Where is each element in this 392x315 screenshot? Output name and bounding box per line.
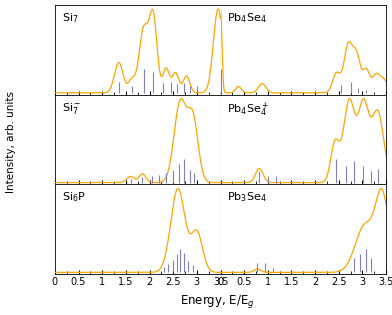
Text: Si$_7$: Si$_7$ xyxy=(62,11,78,25)
Text: Pb$_4$Se$_4^+$: Pb$_4$Se$_4^+$ xyxy=(227,101,269,119)
Text: Intensity, arb. units: Intensity, arb. units xyxy=(6,91,16,193)
Text: Si$_6$P: Si$_6$P xyxy=(62,191,85,204)
Text: Pb$_3$Se$_4$: Pb$_3$Se$_4$ xyxy=(227,191,267,204)
Text: Energy, E/E$_g$: Energy, E/E$_g$ xyxy=(180,293,255,310)
Text: Si$_7^-$: Si$_7^-$ xyxy=(62,101,81,116)
Text: Pb$_4$Se$_4$: Pb$_4$Se$_4$ xyxy=(227,11,267,25)
